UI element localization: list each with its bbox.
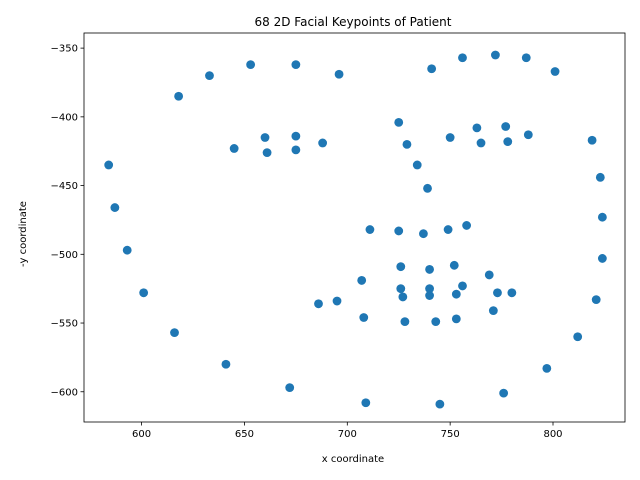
data-point [205, 71, 214, 81]
data-point [396, 262, 406, 272]
data-point [104, 160, 114, 170]
data-point [550, 67, 560, 76]
data-point [246, 60, 256, 70]
data-point [542, 363, 552, 373]
data-point [361, 398, 371, 408]
data-point [427, 64, 437, 74]
y-tick-label: −350 [51, 44, 78, 55]
data-point [262, 148, 272, 157]
data-point [451, 314, 461, 324]
data-point [318, 138, 328, 148]
data-point [458, 53, 467, 63]
data-point [359, 313, 369, 322]
data-point [591, 295, 601, 305]
data-point [402, 139, 412, 149]
data-point [445, 133, 455, 142]
data-point [334, 69, 344, 79]
data-point [595, 172, 605, 182]
data-point [260, 133, 270, 142]
data-point [396, 284, 406, 294]
y-tick-label: −550 [51, 319, 78, 330]
data-point [503, 137, 513, 146]
data-point [285, 383, 295, 393]
x-tick-label: 650 [235, 429, 254, 440]
data-point [499, 388, 509, 398]
data-point [174, 91, 184, 101]
chart-title: 68 2D Facial Keypoints of Patient [255, 15, 452, 29]
data-point [291, 131, 301, 141]
data-point [425, 265, 434, 274]
data-point [314, 299, 323, 309]
data-point [229, 144, 239, 153]
x-axis-ticks: 600 650 700 750 800 [132, 422, 563, 440]
data-point [400, 317, 410, 327]
data-point [221, 359, 231, 369]
data-point [139, 288, 149, 298]
data-point [573, 332, 583, 342]
data-point [394, 117, 404, 127]
y-tick-label: −600 [51, 387, 78, 398]
data-point [412, 160, 422, 170]
data-point [449, 260, 459, 270]
data-point [597, 254, 607, 263]
data-point [423, 183, 432, 193]
plot-frame [83, 32, 626, 423]
data-point [472, 123, 482, 133]
data-point [597, 212, 607, 222]
data-point [462, 221, 472, 230]
data-points [104, 50, 607, 409]
data-point [435, 399, 445, 409]
data-point [443, 225, 453, 234]
data-point [488, 306, 498, 316]
data-point [110, 203, 120, 212]
data-point [451, 289, 461, 299]
data-point [587, 135, 597, 145]
y-tick-label: −500 [51, 250, 78, 261]
data-point [332, 296, 342, 306]
data-point [394, 226, 404, 236]
data-point [122, 245, 132, 255]
data-point [507, 288, 517, 298]
data-point [291, 145, 301, 155]
x-tick-label: 800 [543, 429, 562, 440]
data-point [523, 130, 533, 140]
data-point [484, 270, 494, 280]
data-point [431, 317, 441, 327]
data-point [398, 292, 408, 302]
data-point [425, 291, 434, 300]
x-tick-label: 700 [338, 429, 357, 440]
x-tick-label: 600 [132, 429, 151, 440]
data-point [501, 122, 511, 131]
data-point [357, 276, 367, 285]
data-point [291, 60, 301, 70]
data-point [491, 50, 500, 60]
y-axis-ticks: −350 −400 −450 −500 −550 −600 [51, 44, 84, 398]
x-axis-label: x coordinate [322, 454, 384, 465]
y-axis-label: -y coordinate [18, 201, 29, 267]
y-tick-label: −450 [51, 181, 78, 192]
data-point [458, 281, 467, 291]
data-point [365, 225, 375, 234]
data-point [521, 53, 531, 63]
data-point [170, 328, 179, 338]
data-point [419, 229, 428, 239]
data-point [425, 284, 434, 294]
data-point [493, 288, 502, 298]
x-tick-label: 750 [441, 429, 460, 440]
y-tick-label: −400 [51, 112, 78, 123]
data-point [476, 138, 486, 148]
